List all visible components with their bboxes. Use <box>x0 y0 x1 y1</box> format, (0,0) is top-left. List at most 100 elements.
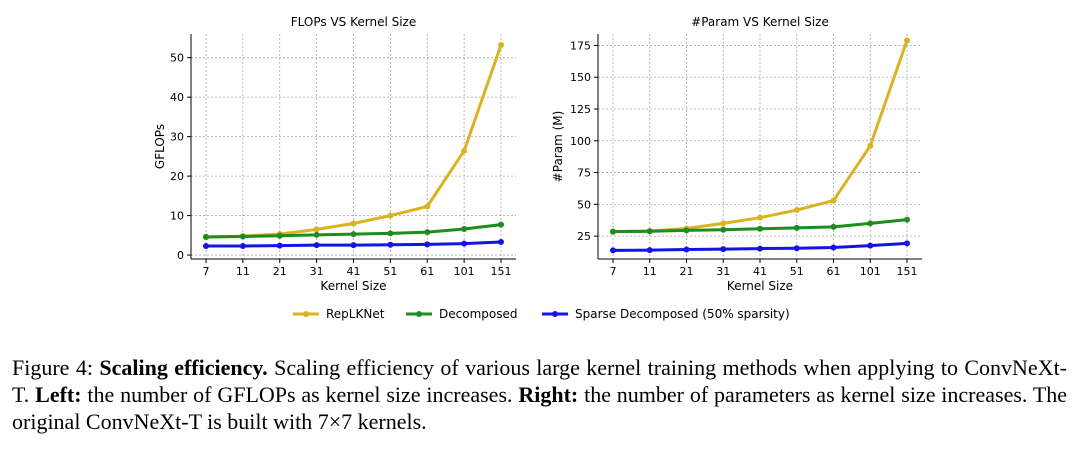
chart-title: FLOPs VS Kernel Size <box>291 15 416 29</box>
x-axis-label: Kernel Size <box>727 279 793 293</box>
data-point <box>350 220 357 227</box>
legend-entry: RepLKNet <box>293 307 385 321</box>
legend-swatch-marker <box>303 311 309 317</box>
chart-flops: FLOPs VS Kernel Size 0 10 20 30 40 50 7 11 21 31 41… <box>153 15 516 293</box>
caption-figure-label: Figure 4: <box>12 355 93 380</box>
data-point <box>830 223 837 230</box>
y-tick-label: 20 <box>170 170 184 183</box>
data-point <box>646 228 653 235</box>
y-tick-label: 75 <box>577 167 591 180</box>
x-tick-label: 61 <box>420 265 434 278</box>
x-tick-label: 31 <box>716 265 730 278</box>
data-point <box>313 231 320 238</box>
data-point <box>757 214 763 221</box>
data-point <box>498 42 504 49</box>
data-point <box>387 212 394 219</box>
data-point <box>830 197 837 204</box>
legend-label: Sparse Decomposed (50% sparsity) <box>575 307 790 321</box>
series-line <box>205 44 503 239</box>
legend-entry: Sparse Decomposed (50% sparsity) <box>542 307 790 321</box>
x-tick-label: 11 <box>643 265 657 278</box>
data-point <box>498 239 504 246</box>
data-point <box>757 225 763 232</box>
data-point <box>904 216 910 223</box>
data-point <box>683 246 690 253</box>
chart-title: #Param VS Kernel Size <box>691 15 829 29</box>
x-tick-label: 61 <box>827 265 841 278</box>
y-tick-label: 0 <box>177 249 184 262</box>
legend-label: RepLKNet <box>326 307 385 321</box>
data-point <box>239 242 246 249</box>
data-point <box>867 142 874 149</box>
data-point <box>276 242 283 249</box>
y-tick-label: 50 <box>577 198 591 211</box>
data-point <box>793 245 800 252</box>
caption-text-3: the number of parameters as kernel size … <box>12 382 1068 434</box>
data-point <box>203 242 209 249</box>
y-tick-label: 10 <box>170 210 184 223</box>
legend-entry: Decomposed <box>406 307 517 321</box>
data-point <box>203 233 209 240</box>
data-point <box>904 37 910 44</box>
y-tick-label: 30 <box>170 131 184 144</box>
y-tick-label: 100 <box>570 135 591 148</box>
data-point <box>313 242 320 249</box>
data-point <box>461 147 468 154</box>
data-point <box>387 230 394 237</box>
caption-left-label: Left: <box>35 382 82 407</box>
data-point <box>683 227 690 234</box>
x-tick-label: 101 <box>454 265 475 278</box>
data-point <box>350 242 357 249</box>
data-point <box>461 240 468 247</box>
data-point <box>276 232 283 239</box>
data-point <box>720 226 727 233</box>
data-point <box>313 226 320 233</box>
x-tick-label: 21 <box>680 265 694 278</box>
data-point <box>720 220 727 227</box>
x-tick-label: 7 <box>610 265 617 278</box>
legend: RepLKNet Decomposed Sparse Decomposed (50%… <box>293 307 790 321</box>
data-point <box>461 226 468 232</box>
series-decomposed <box>203 221 504 240</box>
data-point <box>867 220 874 227</box>
x-axis-label: Kernel Size <box>320 279 386 293</box>
data-point <box>793 207 800 214</box>
x-tick-label: 101 <box>860 265 881 278</box>
caption-text-1: Scaling efficiency of various large kern… <box>12 355 1068 407</box>
data-point <box>424 203 431 210</box>
x-tick-label: 21 <box>273 265 287 278</box>
x-tick-label: 151 <box>897 265 918 278</box>
data-point <box>867 242 874 249</box>
x-tick-label: 51 <box>383 265 397 278</box>
legend-swatch-marker <box>416 311 422 317</box>
caption-right-label: Right: <box>518 382 579 407</box>
legend-swatch-marker <box>552 311 558 317</box>
data-point <box>498 221 504 228</box>
x-tick-label: 41 <box>753 265 767 278</box>
x-tick-label: 7 <box>203 265 210 278</box>
chart-params: #Param VS Kernel Size 25 50 75 100 125 150 175 7… <box>551 15 922 293</box>
x-tick-label: 41 <box>347 265 361 278</box>
x-tick-label: 151 <box>491 265 512 278</box>
y-tick-label: 125 <box>570 103 591 116</box>
data-point <box>387 241 394 248</box>
series-decomposed <box>610 216 910 235</box>
x-tick-label: 11 <box>236 265 250 278</box>
y-tick-label: 25 <box>577 230 591 243</box>
y-axis-label: GFLOPs <box>153 124 167 169</box>
data-point <box>610 247 616 254</box>
series-sparse-decomposed-50-sparsity <box>203 239 504 249</box>
data-point <box>830 244 837 251</box>
caption-text-2: the number of GFLOPs as kernel size incr… <box>87 382 513 407</box>
figure-caption: Figure 4: Scaling efficiency. Scaling ef… <box>12 354 1067 435</box>
data-point <box>646 247 653 254</box>
legend-label: Decomposed <box>439 307 517 321</box>
data-point <box>904 240 910 247</box>
data-point <box>720 246 727 253</box>
data-point <box>610 228 616 235</box>
data-point <box>239 233 246 240</box>
y-tick-label: 150 <box>570 71 591 84</box>
data-point <box>424 241 431 248</box>
y-tick-label: 50 <box>170 52 184 65</box>
